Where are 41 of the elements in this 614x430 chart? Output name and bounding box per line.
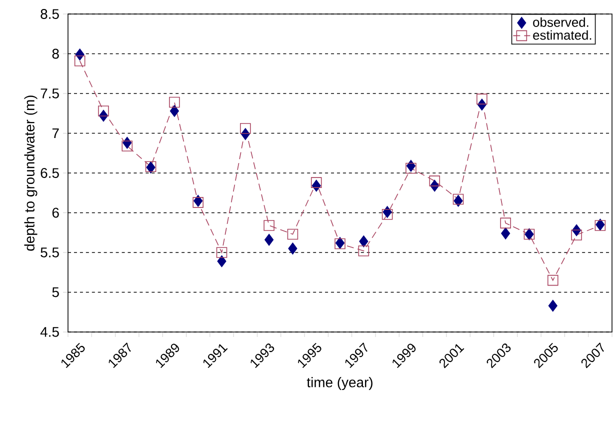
y-tick-label: 8.5 — [40, 9, 59, 19]
y-tick-label: 6.5 — [40, 168, 59, 178]
point — [98, 106, 109, 116]
y-tick-label: 7.5 — [40, 88, 59, 98]
point — [406, 160, 416, 172]
y-tick-label: 5.5 — [40, 248, 59, 258]
point — [170, 105, 179, 117]
y-tick-label: 4.5 — [40, 327, 59, 337]
point — [359, 235, 368, 248]
point — [288, 242, 298, 254]
point — [500, 218, 511, 228]
point — [382, 208, 393, 220]
point — [122, 140, 133, 152]
point — [476, 94, 488, 104]
y-tick-label: 8 — [52, 48, 59, 59]
point — [547, 274, 558, 286]
x-axis-title: time (year) — [306, 377, 372, 390]
point — [216, 247, 228, 258]
legend-label: observed. — [533, 17, 588, 27]
point — [264, 234, 274, 246]
y-tick-label: 7 — [52, 128, 59, 138]
y-tick-label: 6 — [52, 208, 59, 218]
point — [548, 300, 558, 312]
y-tick-label: 5 — [52, 287, 59, 298]
point — [358, 246, 370, 256]
point — [192, 197, 204, 208]
point — [310, 177, 322, 188]
point — [429, 176, 440, 186]
point — [571, 230, 582, 240]
point — [169, 96, 180, 108]
point — [194, 194, 203, 207]
legend-label: estimated. — [533, 30, 592, 40]
point — [240, 123, 251, 134]
point — [217, 255, 226, 268]
point — [264, 220, 274, 231]
point — [501, 228, 510, 240]
point — [406, 162, 416, 174]
point — [382, 206, 392, 218]
point — [287, 228, 298, 240]
y-axis-title: depth to groundwater (m) — [24, 96, 38, 251]
point — [74, 56, 86, 66]
